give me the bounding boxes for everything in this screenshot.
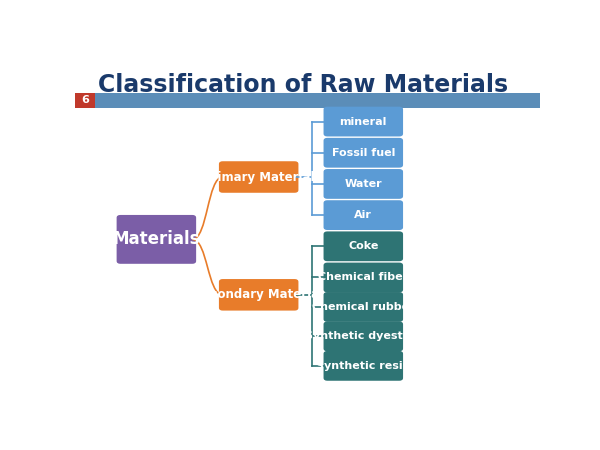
Text: Primary Material: Primary Material	[203, 171, 314, 184]
Text: Air: Air	[355, 210, 372, 220]
FancyBboxPatch shape	[116, 215, 196, 264]
FancyBboxPatch shape	[323, 263, 403, 293]
Text: Secondary Material: Secondary Material	[194, 288, 323, 302]
FancyBboxPatch shape	[323, 321, 403, 351]
Text: Coke: Coke	[348, 241, 379, 251]
Text: Synthetic resin: Synthetic resin	[316, 361, 410, 371]
FancyBboxPatch shape	[323, 231, 403, 261]
Text: Water: Water	[344, 179, 382, 189]
Text: Materials: Materials	[113, 230, 200, 248]
Bar	[75, 93, 540, 108]
Text: Chemical fiber: Chemical fiber	[318, 273, 409, 283]
FancyBboxPatch shape	[323, 107, 403, 136]
FancyBboxPatch shape	[323, 169, 403, 199]
Text: 6: 6	[81, 95, 89, 105]
FancyBboxPatch shape	[323, 200, 403, 230]
Text: mineral: mineral	[340, 117, 387, 126]
FancyBboxPatch shape	[323, 292, 403, 322]
Bar	[75, 93, 95, 108]
Text: Fossil fuel: Fossil fuel	[332, 148, 395, 158]
Text: Synthetic dyestuff: Synthetic dyestuff	[305, 331, 421, 342]
Text: Classification of Raw Materials: Classification of Raw Materials	[98, 73, 508, 97]
FancyBboxPatch shape	[323, 351, 403, 381]
Text: Chemical rubber: Chemical rubber	[312, 302, 415, 312]
FancyBboxPatch shape	[219, 161, 298, 193]
FancyBboxPatch shape	[323, 138, 403, 168]
FancyBboxPatch shape	[219, 279, 298, 310]
